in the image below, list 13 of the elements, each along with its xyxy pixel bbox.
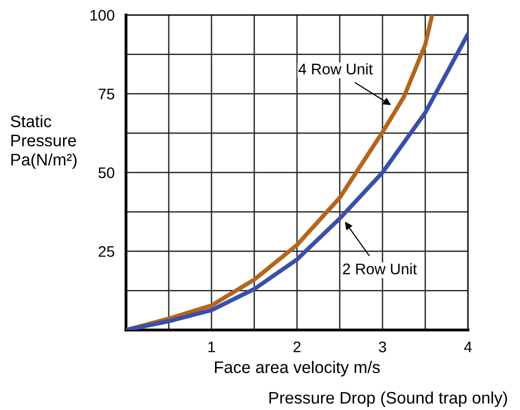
x-tick-label: 4 — [464, 342, 472, 352]
y-tick-label: 50 — [98, 167, 114, 178]
text: Pressure Drop (Sound trap only) — [269, 391, 507, 407]
x-axis-title: Face area velocity m/s — [215, 360, 380, 376]
y-axis-title: Static Pressure Pa(N/m²) — [10, 115, 77, 169]
x-tick-label: 2 — [294, 342, 300, 352]
x-tick-label: 3 — [378, 342, 386, 352]
x-tick-label: 1 — [208, 342, 216, 352]
annotation: 4 Row Unit — [298, 63, 373, 74]
y-tick-label: 100 — [90, 10, 114, 21]
annotation: 2 Row Unit — [343, 263, 417, 274]
y-tick-label: 25 — [98, 246, 114, 257]
y-tick-label: 75 — [98, 88, 114, 100]
